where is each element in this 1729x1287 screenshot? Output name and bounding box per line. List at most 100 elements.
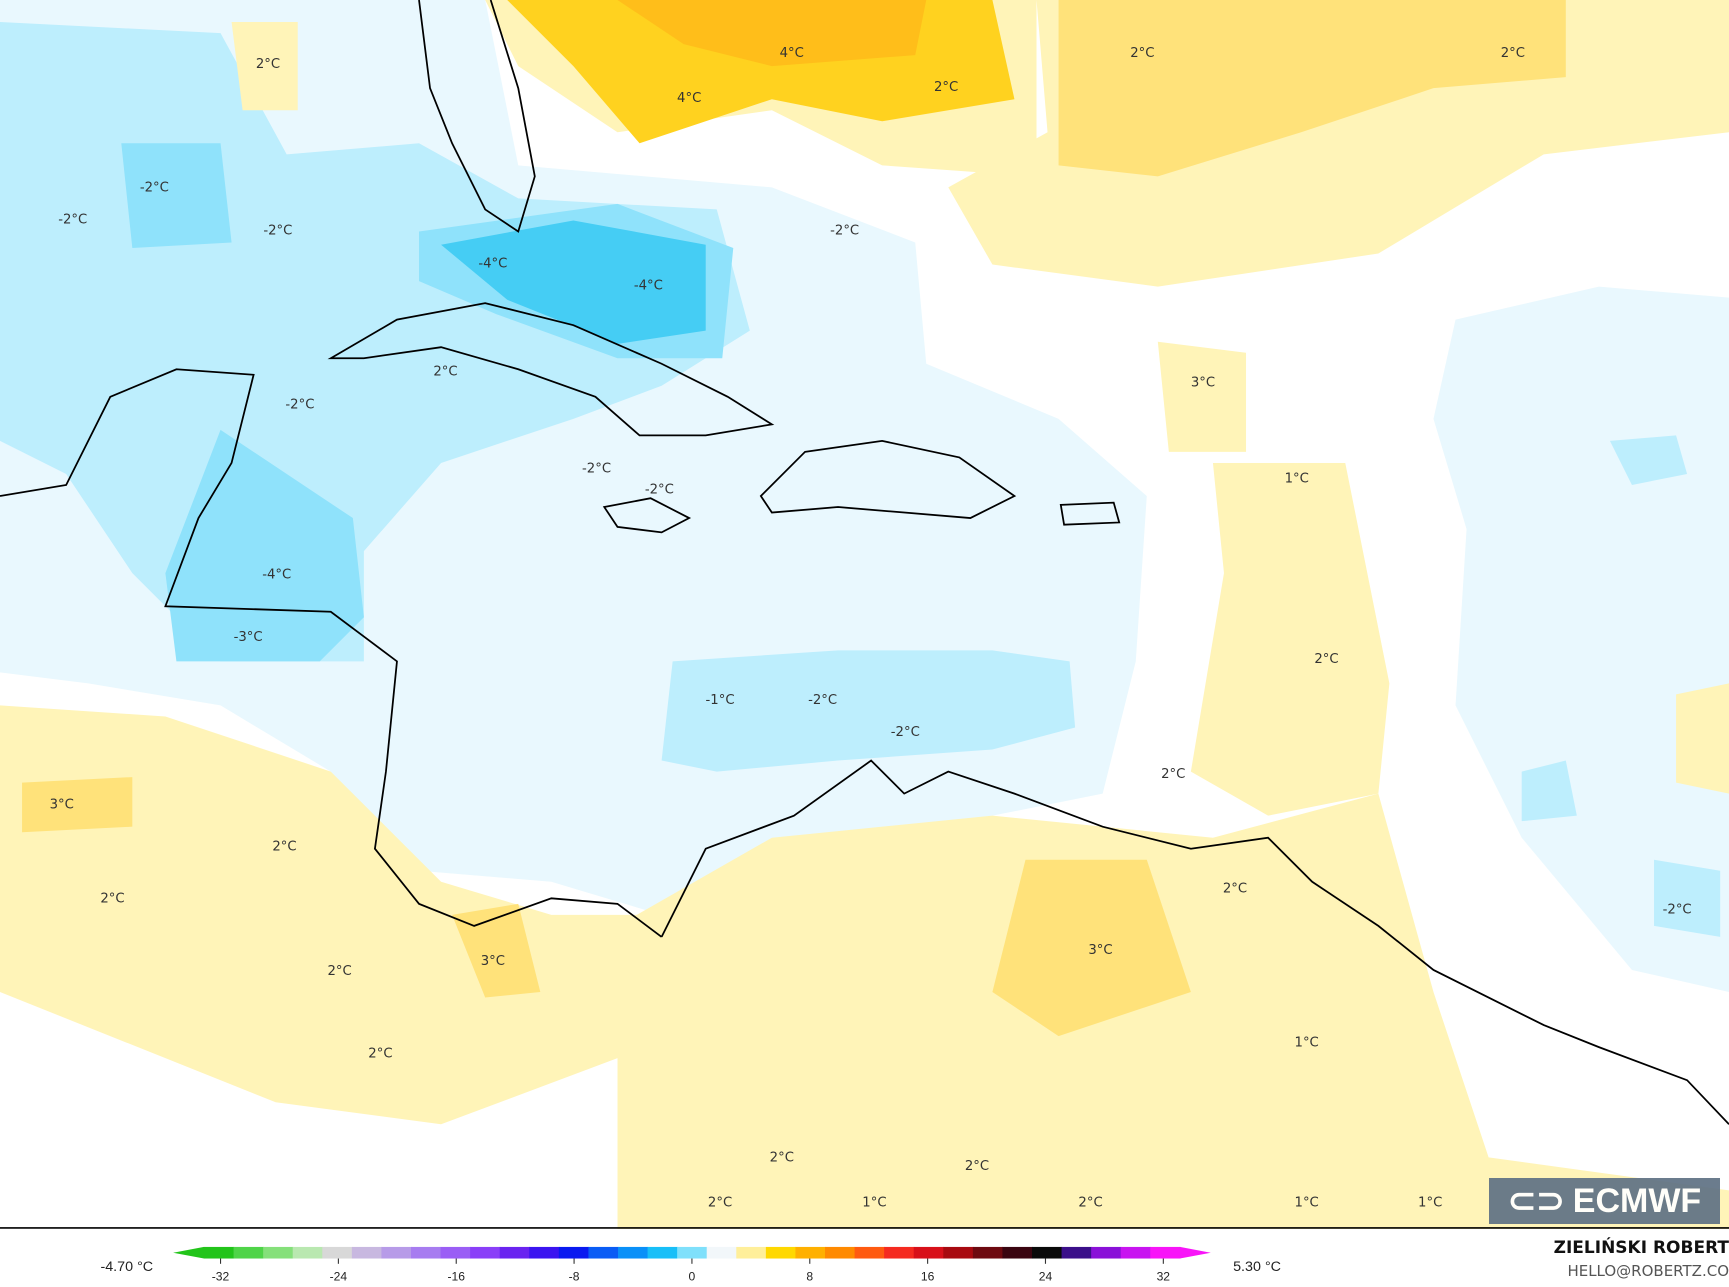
colorbar-tick-label: -8 bbox=[569, 1270, 580, 1284]
colorbar-segment bbox=[854, 1246, 885, 1259]
colorbar-segment bbox=[972, 1246, 1003, 1259]
colorbar-segment bbox=[825, 1246, 856, 1259]
author-credit: ZIELIŃSKI ROBERT bbox=[1553, 1238, 1729, 1258]
ecmwf-logo: ⊂⊃ ECMWF bbox=[1489, 1178, 1720, 1224]
contour-label: 2°C bbox=[1130, 46, 1154, 61]
warm-light-southwest bbox=[0, 705, 662, 1125]
contour-label: -1°C bbox=[706, 693, 735, 708]
colorbar-tick-label: 8 bbox=[806, 1270, 813, 1284]
colorbar-tick-label: -32 bbox=[212, 1270, 230, 1284]
contour-label: -2°C bbox=[285, 398, 314, 413]
warm-light-lesser-antilles bbox=[1190, 462, 1390, 816]
ecmwf-logo-text: ECMWF bbox=[1572, 1181, 1702, 1220]
contour-label: 2°C bbox=[1223, 881, 1247, 896]
contour-label: 2°C bbox=[708, 1196, 732, 1211]
contour-label: 2°C bbox=[100, 891, 124, 906]
colorbar-segment bbox=[1032, 1246, 1063, 1259]
contour-label: 3°C bbox=[50, 798, 74, 813]
colorbar-segment bbox=[470, 1246, 501, 1259]
coastlines bbox=[0, 0, 1729, 1125]
contour-label: -3°C bbox=[234, 630, 263, 645]
colorbar-segment bbox=[203, 1246, 235, 1259]
contour-label: 1°C bbox=[1295, 1036, 1319, 1051]
contour-label: -4°C bbox=[262, 567, 291, 582]
contour-labels: 2°C 4°C 4°C 2°C 2°C 2°C -2°C -2°C -2°C -4°C -4°C -2… bbox=[50, 46, 1692, 1211]
cold-strong-gulf bbox=[121, 143, 232, 249]
contour-label: 4°C bbox=[677, 91, 701, 106]
colorbar-segment bbox=[233, 1246, 264, 1259]
colorbar-segments bbox=[173, 1246, 1211, 1259]
warm-light-east bbox=[1676, 683, 1729, 794]
contour-label: -2°C bbox=[263, 223, 292, 238]
contour-label: 1°C bbox=[1418, 1196, 1442, 1211]
contour-label: -2°C bbox=[1663, 902, 1692, 917]
colorbar-tick-label: 24 bbox=[1039, 1270, 1053, 1284]
colorbar-segment bbox=[677, 1246, 708, 1259]
contour-label: 3°C bbox=[1191, 375, 1215, 390]
contour-label: 2°C bbox=[256, 57, 280, 72]
contour-label: -2°C bbox=[645, 482, 674, 497]
contour-label: -2°C bbox=[830, 223, 859, 238]
cold-strong-yucatan bbox=[165, 429, 364, 662]
colorbar-segment bbox=[381, 1246, 412, 1259]
cold-mid-east bbox=[1521, 435, 1721, 937]
colorbar: -4.70 °C -32 -24 -16 -8 0 8 16 24 32 5.30 °C bbox=[100, 1246, 1281, 1284]
coastline-south-america bbox=[660, 759, 1729, 1125]
colorbar-segment bbox=[529, 1246, 560, 1259]
contour-label: 2°C bbox=[433, 364, 457, 379]
colorbar-segment bbox=[1150, 1246, 1181, 1259]
colorbar-segment bbox=[1120, 1246, 1151, 1259]
colorbar-segment bbox=[736, 1246, 767, 1259]
colorbar-min-arrow bbox=[173, 1246, 204, 1259]
colorbar-tick-label: 0 bbox=[689, 1270, 696, 1284]
author-email: HELLO@ROBERTZ.CO bbox=[1567, 1262, 1729, 1280]
colorbar-segment bbox=[706, 1246, 737, 1259]
warm-light-gulf bbox=[231, 22, 298, 111]
colorbar-segment bbox=[558, 1246, 589, 1259]
contour-label: 2°C bbox=[327, 964, 351, 979]
contour-label: 1°C bbox=[1285, 471, 1309, 486]
warm-mid-venezuela bbox=[992, 859, 1191, 1037]
colorbar-tick-label: -16 bbox=[447, 1270, 465, 1284]
cold-deep-region bbox=[441, 220, 706, 344]
contour-label: 2°C bbox=[1078, 1196, 1102, 1211]
contour-label: -2°C bbox=[808, 693, 837, 708]
colorbar-tick-label: -24 bbox=[330, 1270, 348, 1284]
contour-label: 2°C bbox=[368, 1047, 392, 1062]
colorbar-segment bbox=[322, 1246, 353, 1259]
colorbar-segment bbox=[588, 1246, 619, 1259]
contour-label: -2°C bbox=[140, 180, 169, 195]
coastline-florida bbox=[418, 0, 536, 233]
colorbar-segment bbox=[1002, 1246, 1033, 1259]
ecmwf-logo-icon: ⊂⊃ bbox=[1507, 1182, 1565, 1220]
contour-label: 2°C bbox=[1314, 652, 1338, 667]
contour-label: 1°C bbox=[862, 1196, 886, 1211]
contour-label: 1°C bbox=[1295, 1196, 1319, 1211]
warm-deep-north bbox=[617, 0, 927, 67]
contour-label: 3°C bbox=[1088, 943, 1112, 958]
colorbar-ticks: -32 -24 -16 -8 0 8 16 24 32 bbox=[212, 1258, 1170, 1284]
colorbar-segment bbox=[440, 1246, 471, 1259]
colorbar-segment bbox=[943, 1246, 974, 1259]
cold-anomaly-fills bbox=[0, 0, 1729, 993]
colorbar-segment bbox=[884, 1246, 915, 1259]
colorbar-segment bbox=[410, 1246, 442, 1259]
coastline-jamaica bbox=[602, 497, 692, 534]
coastline-puertorico bbox=[1059, 501, 1121, 526]
contour-label: 4°C bbox=[780, 46, 804, 61]
contour-label: -2°C bbox=[891, 725, 920, 740]
warm-mid-southwest bbox=[22, 777, 541, 998]
warm-mid-northeast bbox=[1058, 0, 1566, 177]
colorbar-segment bbox=[292, 1246, 323, 1259]
colorbar-segment bbox=[795, 1246, 826, 1259]
warm-light-island bbox=[1157, 341, 1247, 452]
cold-mid-band bbox=[661, 650, 1076, 772]
colorbar-max-arrow bbox=[1179, 1246, 1211, 1259]
colorbar-tick-label: 32 bbox=[1157, 1270, 1170, 1284]
contour-label: -4°C bbox=[634, 278, 663, 293]
colorbar-segment bbox=[351, 1246, 382, 1259]
colorbar-segment bbox=[499, 1246, 530, 1259]
colorbar-segment bbox=[1091, 1246, 1122, 1259]
contour-label: 2°C bbox=[965, 1159, 989, 1174]
colorbar-segment bbox=[765, 1246, 796, 1259]
